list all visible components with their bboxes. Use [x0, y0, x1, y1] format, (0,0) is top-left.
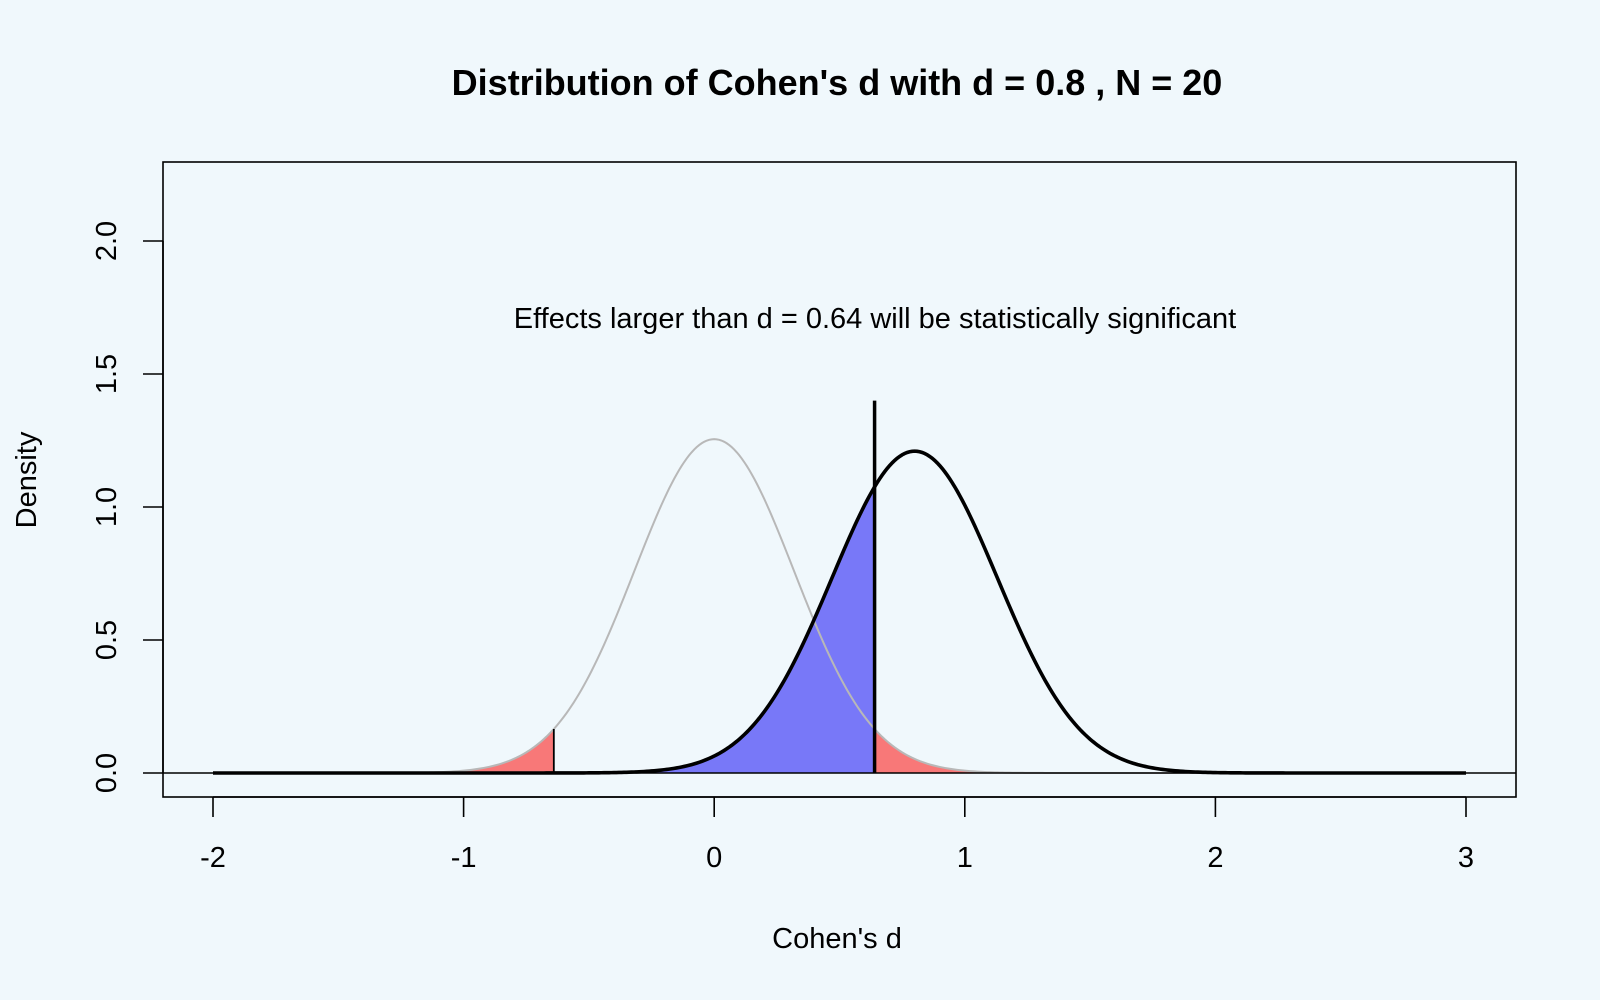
- y-tick-label: 0.5: [91, 620, 123, 660]
- alpha-region-left-area: [213, 729, 554, 773]
- x-axis-label: Cohen's d: [772, 923, 902, 955]
- y-tick-label: 1.0: [91, 487, 123, 527]
- x-tick-label: 0: [706, 842, 722, 874]
- y-axis-label: Density: [11, 431, 43, 528]
- chart-title: Distribution of Cohen's d with d = 0.8 ,…: [452, 62, 1223, 103]
- alpha-region-right-area: [874, 729, 1066, 773]
- x-tick-label: 3: [1458, 842, 1474, 874]
- shading-layer: [213, 486, 1066, 773]
- y-tick-label: 1.5: [91, 354, 123, 394]
- y-tick-label: 2.0: [91, 221, 123, 261]
- x-tick-label: -1: [451, 842, 477, 874]
- x-tick-label: -2: [200, 842, 226, 874]
- significance-annotation: Effects larger than d = 0.64 will be sta…: [514, 303, 1236, 335]
- beta-region-area: [588, 486, 875, 773]
- x-tick-label: 1: [957, 842, 973, 874]
- x-tick-label: 2: [1207, 842, 1223, 874]
- y-axis: 0.0 0.5 1.0 1.5 2.0: [91, 221, 164, 793]
- x-axis: -2 -1 0 1 2 3: [200, 796, 1474, 874]
- y-tick-label: 0.0: [91, 753, 123, 793]
